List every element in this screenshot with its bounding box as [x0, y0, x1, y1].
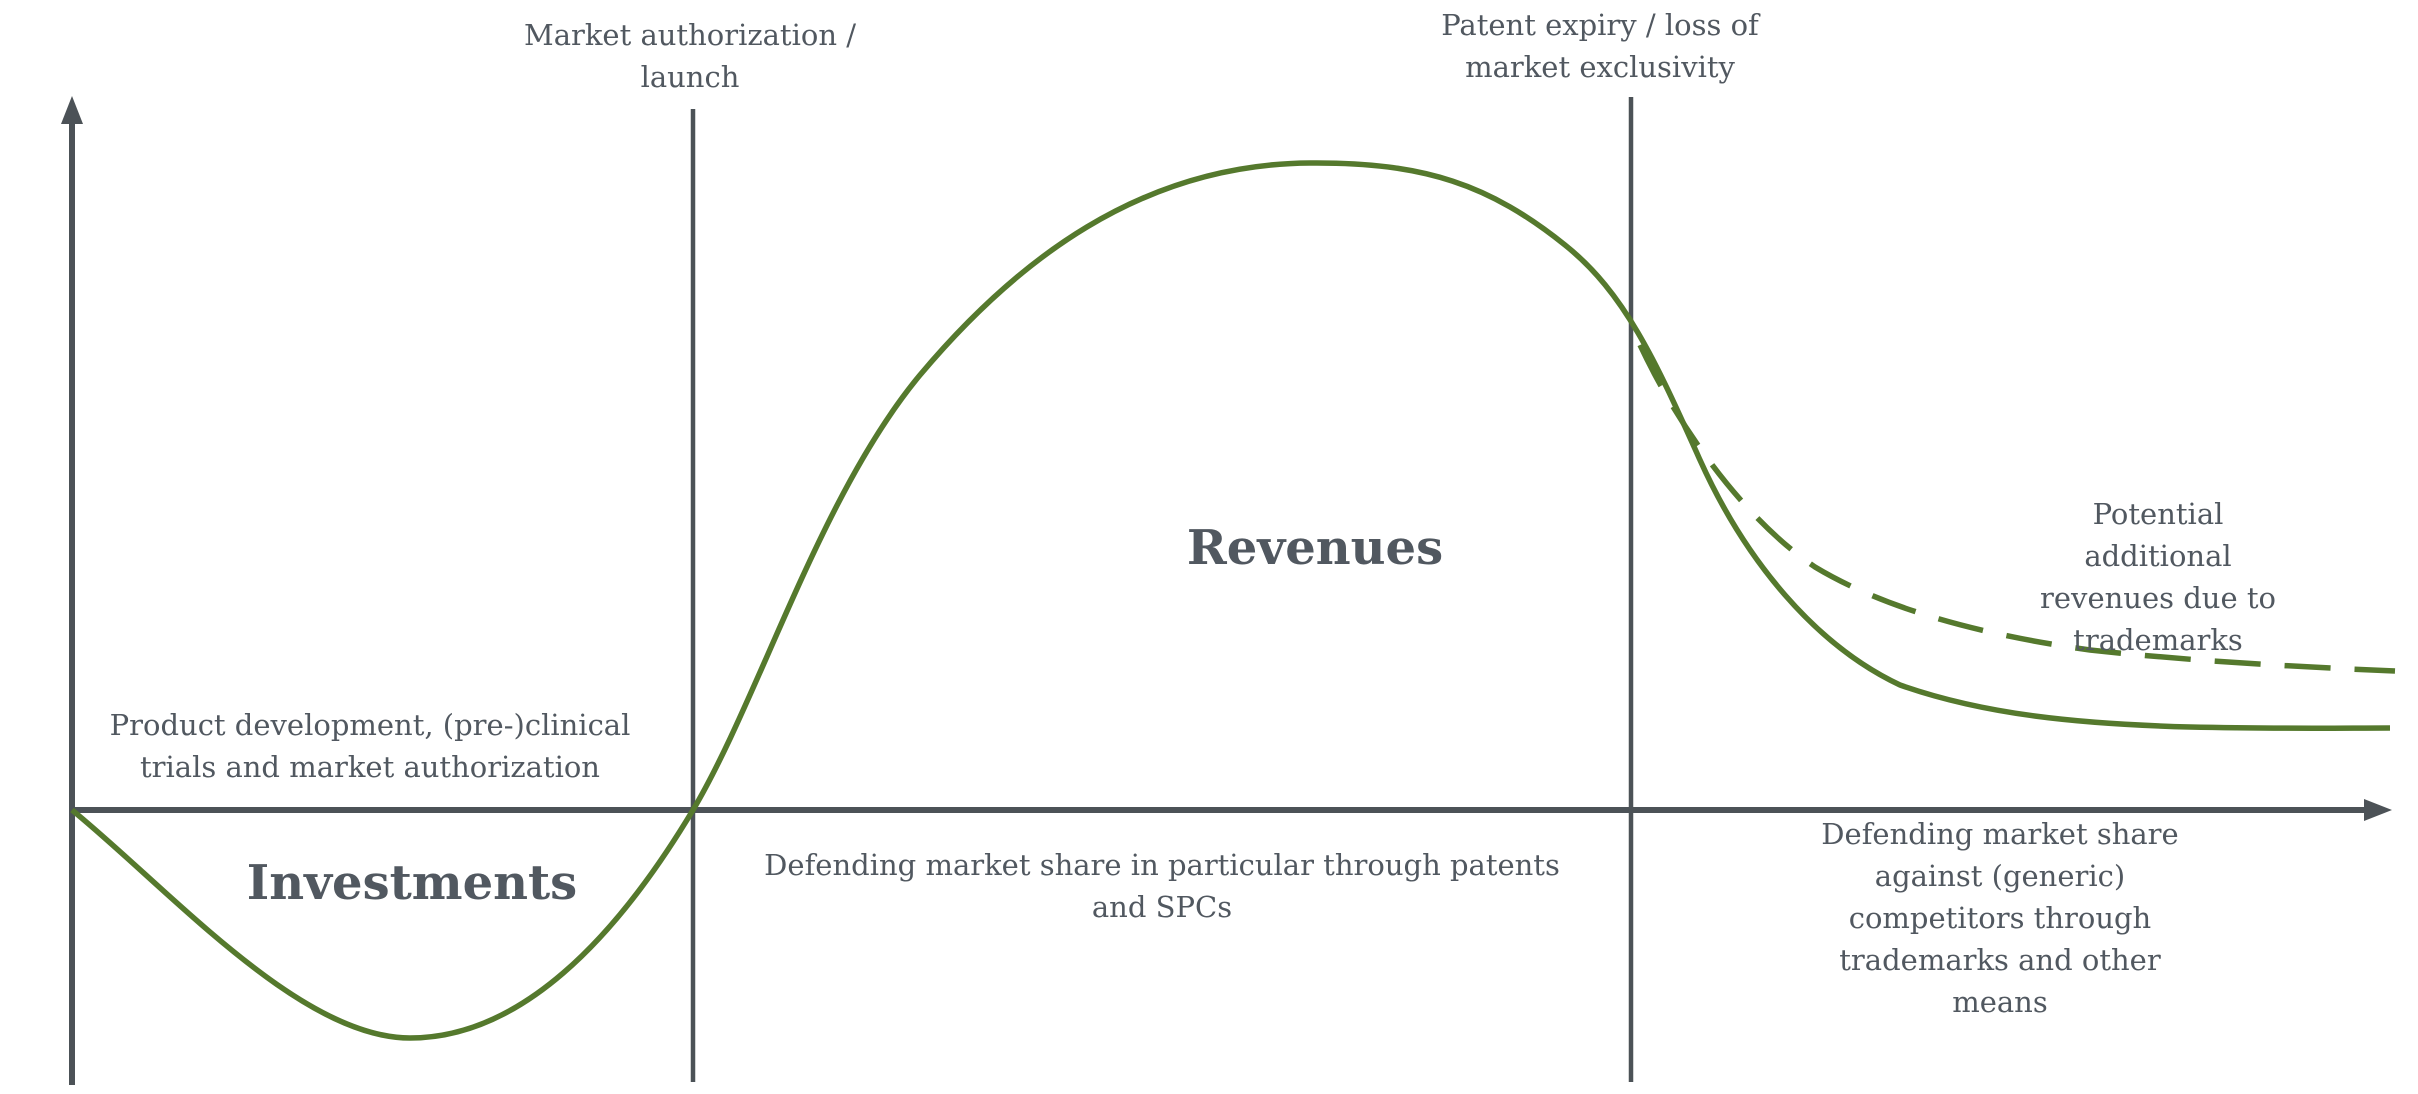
development-phase-annotation: Product development, (pre-)clinical tria…	[109, 707, 631, 784]
patent-phase-annotation: Defending market share in particular thr…	[764, 847, 1560, 924]
launch-milestone-label: Market authorization / launch	[524, 17, 856, 94]
revenues-label: Revenues	[1186, 520, 1444, 577]
trademark-revenues-annotation: Potential additional revenues due to tra…	[2040, 496, 2276, 658]
trademark-phase-annotation: Defending market share against (generic)…	[1821, 816, 2179, 1020]
lifecycle-curve	[70, 160, 2391, 1041]
investments-label: Investments	[246, 855, 578, 912]
patent-expiry-milestone-label: Patent expiry / loss of market exclusivi…	[1441, 7, 1759, 84]
x-axis-arrowhead-icon	[2364, 799, 2392, 821]
y-axis-arrowhead-icon	[61, 96, 83, 124]
trademark-revenue-curve	[1637, 343, 2396, 674]
